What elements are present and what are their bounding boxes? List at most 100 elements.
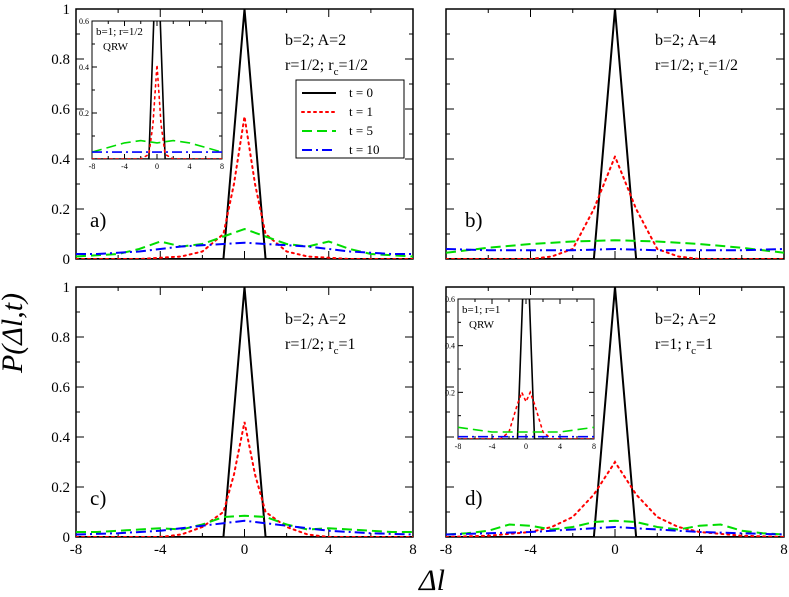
inset-3-x-tick-label: 8 <box>592 442 596 451</box>
panel-0-y-tick-label: 0 <box>63 252 71 268</box>
parameter-annotation: b=2; A=2 <box>285 311 346 328</box>
panel-0-y-tick-label: 0.6 <box>51 102 70 118</box>
inset-3-series-t1 <box>458 390 594 439</box>
panel-2-y-tick-label: 0.6 <box>51 380 70 396</box>
inset-annotation: QRW <box>469 319 495 331</box>
legend-label: t = 1 <box>349 104 373 119</box>
inset-3-x-tick-label: 0 <box>524 442 528 451</box>
panel-0-y-tick-label: 0.4 <box>51 152 70 168</box>
parameter-annotation: b=2; A=2 <box>285 32 346 49</box>
parameter-annotation: r=1/2; rc=1/2 <box>285 57 368 78</box>
panel-2-series-t10 <box>76 519 413 536</box>
panel-label: c) <box>90 486 106 510</box>
inset-annotation: b=1; r=1 <box>462 304 500 316</box>
inset-0-series-t5 <box>92 139 222 153</box>
panel-2-series-t0 <box>76 287 413 537</box>
annotation-part: =1 <box>696 336 713 353</box>
panel-1-frame <box>445 8 785 260</box>
inset-annotation: QRW <box>103 41 129 53</box>
inset-3-frame <box>457 298 595 440</box>
panel-2-series-t5 <box>76 514 413 533</box>
panel-2-series-t1 <box>76 421 413 537</box>
legend-label: t = 10 <box>349 142 379 157</box>
annotation-subscript: c <box>704 66 709 78</box>
inset-0-y-tick-label: 0.6 <box>79 17 89 26</box>
inset-0-y-tick-label: 0.2 <box>79 109 89 118</box>
panel-1-series-t1 <box>446 153 784 259</box>
legend-label: t = 5 <box>349 123 373 138</box>
inset-3-x-tick-label: -8 <box>455 442 462 451</box>
panel-2-y-tick-label: 0.8 <box>51 330 70 346</box>
inset-3-x-tick-label: -4 <box>489 442 496 451</box>
panel-c: -8 -4 0 4 8 0 0.2 0.4 0.6 0.8 1 c) b=2; A=2 r=1/2; rc… <box>51 280 417 558</box>
parameter-annotation: b=2; A=2 <box>655 311 716 328</box>
annotation-part: =1/2 <box>708 57 737 74</box>
inset-annotation: b=1; r=1/2 <box>96 26 143 38</box>
panel-3-x-tick-label: 8 <box>780 542 788 558</box>
panel-2-frame <box>75 286 414 538</box>
parameter-annotation: r=1; rc=1 <box>655 336 713 357</box>
legend: t = 0 t = 1 t = 5 t = 10 <box>295 79 405 159</box>
inset-0-x-tick-label: -8 <box>89 162 96 171</box>
panel-1-series-t10 <box>446 247 784 252</box>
annotation-subscript: c <box>691 345 696 357</box>
panel-3-series-t5 <box>446 519 784 536</box>
panel-a: 00.20.40.60.81a)b=2; A=2r=1/2; rc=1/2-8-… <box>51 2 414 268</box>
panel-label: d) <box>465 486 483 510</box>
panel-1-series-t0 <box>446 9 784 259</box>
annotation-part: =1 <box>338 336 355 353</box>
annotation-part: =1/2 <box>338 57 367 74</box>
parameter-annotation: r=1/2; rc=1 <box>285 336 356 357</box>
inset-0-x-tick-label: 8 <box>220 162 224 171</box>
panel-1-series-t5 <box>446 239 784 254</box>
panel-3-x-tick-label: 0 <box>611 542 619 558</box>
x-axis-title: Δl <box>418 564 445 597</box>
panel-label: b) <box>465 208 483 232</box>
inset-0-x-tick-label: -4 <box>121 162 128 171</box>
annotation-part: r=1/2; r <box>655 57 704 74</box>
panel-0-y-tick-label: 0.8 <box>51 52 70 68</box>
panel-label: a) <box>90 208 106 232</box>
inset-0-y-tick-label: 0.4 <box>79 63 89 72</box>
parameter-annotation: b=2; A=4 <box>655 32 716 49</box>
panel-d: -8 -4 0 4 8 d) b=2; A=2 r=1; rc=1 -8 -4 0 4 8 0.2 0.4 0… <box>440 286 788 558</box>
panel-0-y-tick-label: 0.2 <box>51 202 70 218</box>
panel-2-y-tick-label: 0 <box>63 530 71 546</box>
inset-3-y-tick-label: 0.6 <box>445 295 455 304</box>
panel-2-x-tick-label: -8 <box>70 542 83 558</box>
annotation-part: r=1/2; r <box>285 336 334 353</box>
panel-2-y-tick-label: 1 <box>63 280 71 296</box>
inset-3-x-tick-label: 4 <box>558 442 562 451</box>
panel-2-x-tick-label: 8 <box>409 542 417 558</box>
annotation-subscript: c <box>334 66 339 78</box>
parameter-annotation: r=1/2; rc=1/2 <box>655 57 738 78</box>
y-axis-title: P(Δl,t) <box>0 293 29 374</box>
panel-3-x-tick-label: 4 <box>696 542 704 558</box>
panel-2-y-tick-label: 0.2 <box>51 480 70 496</box>
inset-plot: -8 -4 0 4 8 0.2 0.4 0.6 b=1; r=1/2 QRW <box>79 17 224 171</box>
panel-2-y-tick-label: 0.4 <box>51 430 70 446</box>
panel-3-x-tick-label: -4 <box>524 542 537 558</box>
panel-b: b) b=2; A=4 r=1/2; rc=1/2 <box>445 8 785 260</box>
annotation-part: r=1; r <box>655 336 692 353</box>
inset-3-y-tick-label: 0.2 <box>445 388 455 397</box>
legend-label: t = 0 <box>349 85 373 100</box>
panel-3-series-t1 <box>446 460 784 537</box>
plot-area: 00.20.40.60.81a)b=2; A=2r=1/2; rc=1/2-8-… <box>51 2 788 558</box>
panel-2-x-tick-label: -4 <box>154 542 167 558</box>
panel-3-series-t10 <box>446 525 784 536</box>
annotation-subscript: c <box>334 345 339 357</box>
panel-2-x-tick-label: 0 <box>241 542 249 558</box>
panel-0-series-t5 <box>76 227 413 258</box>
annotation-part: r=1/2; r <box>285 57 334 74</box>
panel-0-y-tick-label: 1 <box>63 2 71 18</box>
inset-3-series-t5 <box>458 426 594 433</box>
inset-0-x-tick-label: 4 <box>188 162 192 171</box>
inset-plot: -8 -4 0 4 8 0.2 0.4 0.6 b=1; r=1 QRW <box>445 295 596 451</box>
panel-3-x-tick-label: -8 <box>440 542 453 558</box>
inset-3-y-tick-label: 0.4 <box>445 342 455 351</box>
panel-0-series-t10 <box>76 241 413 255</box>
panel-2-x-tick-label: 4 <box>325 542 333 558</box>
inset-0-x-tick-label: 0 <box>155 162 159 171</box>
